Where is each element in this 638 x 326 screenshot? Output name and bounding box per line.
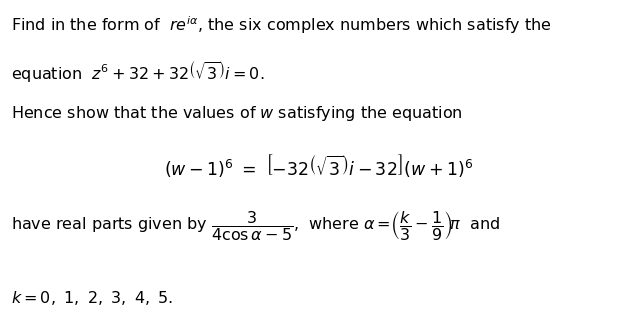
Text: Hence show that the values of $w$ satisfying the equation: Hence show that the values of $w$ satisf… — [11, 104, 463, 123]
Text: $(w-1)^6\ =\ \left[-32\left(\sqrt{3}\right)i-32\right](w+1)^6$: $(w-1)^6\ =\ \left[-32\left(\sqrt{3}\rig… — [165, 152, 473, 179]
Text: equation  $z^6+32+32\left(\sqrt{3}\right)i=0$.: equation $z^6+32+32\left(\sqrt{3}\right)… — [11, 59, 265, 84]
Text: have real parts given by $\dfrac{3}{4\cos\alpha-5}$,  where $\alpha=\!\left(\dfr: have real parts given by $\dfrac{3}{4\co… — [11, 209, 501, 242]
Text: $k=0,\ 1,\ 2,\ 3,\ 4,\ 5.$: $k=0,\ 1,\ 2,\ 3,\ 4,\ 5.$ — [11, 289, 174, 306]
Text: Find in the form of  $re^{i\alpha}$, the six complex numbers which satisfy the: Find in the form of $re^{i\alpha}$, the … — [11, 15, 553, 37]
